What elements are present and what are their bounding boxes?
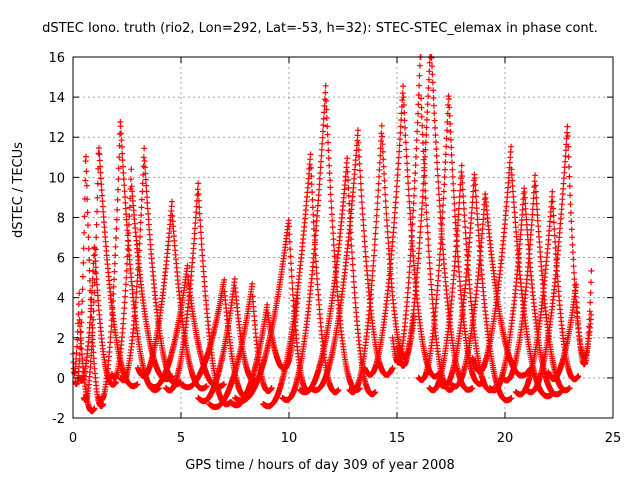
series-markers [307,127,396,394]
x-tick-label: 10 [281,431,298,446]
series-markers [545,267,595,383]
y-tick-label: 0 [57,372,65,387]
y-tick-label: 14 [48,91,65,106]
x-tick-label: 25 [605,431,622,446]
x-tick-label: 20 [497,431,514,446]
x-tick-label: 5 [177,431,185,446]
series-arc [134,198,210,392]
x-axis-label: GPS time / hours of day 309 of year 2008 [185,458,455,473]
series-arc [361,83,443,380]
series-arc [232,217,314,404]
series-markers [279,82,363,403]
y-axis-label: dSTEC / TECUs [11,142,26,238]
series-markers [361,83,443,380]
x-tick-label: 0 [69,431,77,446]
series-markers [469,143,556,400]
series-arc [76,244,119,388]
plot-frame [72,56,614,419]
y-tick-label: 6 [57,252,65,267]
axis-ticks: 0 5 10 15 20 25 -2 0 2 4 6 8 10 12 14 16 [48,51,621,446]
series-markers [260,151,342,410]
series-arc [307,127,396,394]
series-arc [523,123,595,396]
y-tick-label: 2 [57,332,65,347]
chart-title: dSTEC Iono. truth (rio2, Lon=292, Lat=-5… [42,21,598,36]
series-arc [469,143,556,400]
data-marks [70,54,595,415]
series-arc [260,151,342,410]
y-tick-label: 4 [57,292,65,307]
series-arc [279,82,363,403]
series-markers [76,244,119,388]
y-tick-label: 16 [48,51,65,66]
y-tick-label: 12 [48,131,65,146]
series-markers [232,217,314,404]
x-tick-label: 15 [389,431,406,446]
series-markers [523,123,595,396]
series-arc [545,267,595,383]
y-tick-label: 8 [57,211,65,226]
y-tick-label: 10 [48,171,65,186]
y-tick-label: -2 [52,412,65,427]
series-markers [134,198,210,392]
